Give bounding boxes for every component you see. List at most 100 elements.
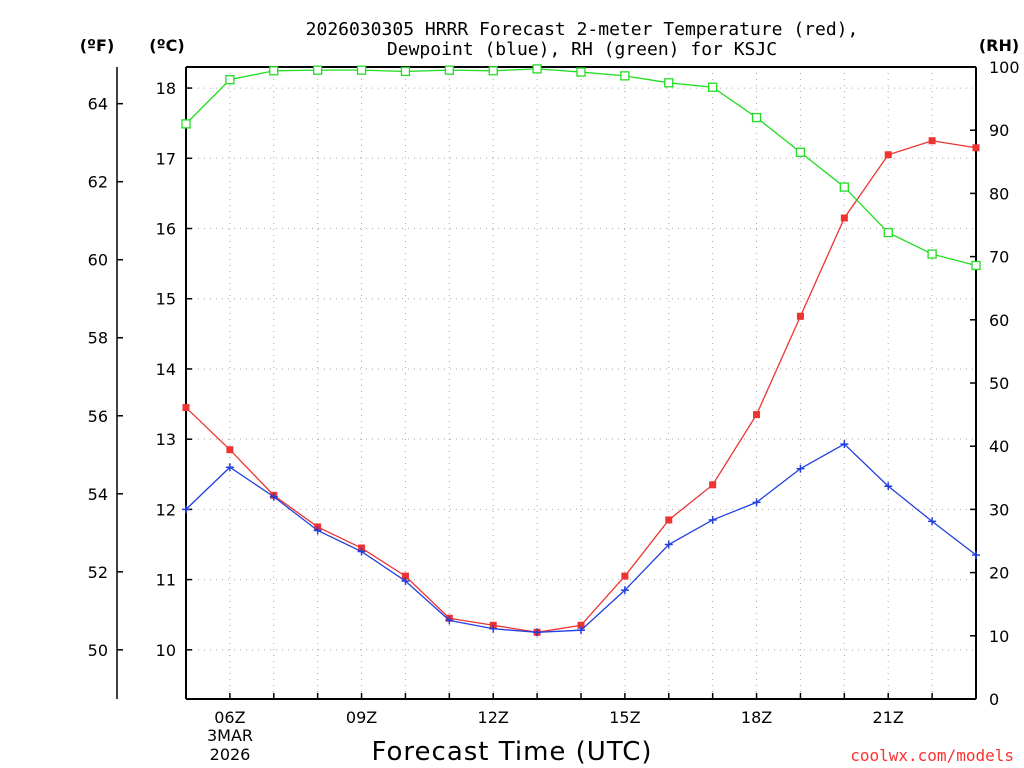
dewpoint-point (752, 498, 761, 507)
rh-tick-label: 90 (989, 121, 1009, 140)
dewpoint-point (928, 517, 937, 526)
temperature-point (753, 411, 761, 419)
c-tick-label: 12 (156, 500, 176, 519)
dewpoint-point (533, 628, 542, 637)
rh-point (708, 82, 718, 92)
rh-tick-label: 60 (989, 311, 1009, 330)
dewpoint-point (577, 626, 585, 635)
rh-point (356, 65, 367, 75)
dewpoint-point (401, 577, 410, 586)
rh-point (751, 112, 762, 123)
temperature-point (972, 144, 980, 152)
x-tick-label: 15Z (609, 708, 640, 727)
f-tick-label: 62 (88, 173, 108, 192)
temperature-point (884, 151, 892, 159)
dewpoint-point (972, 551, 980, 560)
dewpoint-point (357, 547, 366, 556)
temperature-point (401, 572, 409, 580)
rh-tick-label: 80 (989, 184, 1009, 203)
f-tick-label: 56 (88, 407, 108, 426)
dewpoint-point (796, 464, 805, 473)
dewpoint-point (182, 505, 190, 514)
dewpoint-point (445, 616, 454, 625)
rh-tick-label: 30 (989, 500, 1009, 519)
rh-point (576, 67, 586, 77)
f-tick-label: 58 (88, 329, 108, 348)
x-tick-label: 06Z (214, 708, 245, 727)
x-tick-label: 18Z (741, 708, 772, 727)
rh-point (971, 260, 981, 271)
f-tick-label: 64 (88, 95, 108, 114)
grid (186, 67, 976, 699)
rh-tick-label: 50 (989, 374, 1009, 393)
rh-point (269, 66, 279, 76)
x-axis-label: Forecast Time (UTC) (371, 737, 652, 767)
dewpoint-point (708, 515, 717, 524)
dewpoint-point (225, 463, 234, 472)
rh-point (444, 65, 454, 75)
series-dewpoint (182, 440, 980, 637)
rh-point (400, 66, 411, 77)
unit-fahrenheit: (ºF) (80, 36, 115, 55)
x-tick-label: 12Z (478, 708, 509, 727)
rh-point (664, 78, 674, 88)
rh-tick-label: 0 (989, 690, 999, 709)
series-temperature (182, 137, 980, 636)
rh-point (927, 249, 937, 259)
c-tick-label: 18 (156, 79, 176, 98)
f-tick-label: 52 (88, 563, 108, 582)
dewpoint-point (840, 440, 849, 449)
date-label-line1: 3MAR (207, 726, 253, 745)
temperature-point (796, 312, 804, 320)
temperature-point (928, 137, 936, 145)
tick-labels: 06Z 09Z 12Z 15Z 18Z 21Z 10 11 12 13 14 15 16 17 18 50 52… (88, 58, 1020, 727)
temperature-point (577, 621, 585, 629)
series-layer (181, 64, 981, 637)
c-tick-label: 16 (156, 220, 176, 239)
rh-point (839, 182, 849, 192)
date-label-line2: 2026 (210, 745, 251, 764)
f-tick-label: 54 (88, 485, 108, 504)
rh-point (620, 71, 630, 81)
x-tick-label: 09Z (346, 708, 377, 727)
rh-point (225, 74, 235, 85)
unit-rh: (RH) (979, 36, 1019, 55)
temperature-point (709, 481, 717, 489)
chart-title-line2: Dewpoint (blue), RH (green) for KSJC (387, 39, 777, 60)
temperature-point (226, 446, 234, 454)
temperature-point (621, 572, 629, 580)
rh-point (883, 227, 893, 238)
c-tick-label: 14 (156, 360, 176, 379)
unit-celsius: (ºC) (149, 36, 184, 55)
credit-text: coolwx.com/models (850, 746, 1014, 765)
series-rh (181, 64, 981, 271)
c-tick-label: 17 (156, 149, 176, 168)
series-line-dewpoint (185, 443, 977, 633)
dewpoint-point (664, 540, 673, 549)
c-tick-label: 11 (156, 571, 176, 590)
dewpoint-point (489, 624, 498, 633)
rh-tick-label: 40 (989, 437, 1009, 456)
rh-tick-label: 20 (989, 564, 1009, 583)
rh-tick-label: 10 (989, 627, 1009, 646)
series-line-temperature (185, 140, 977, 633)
f-tick-label: 50 (88, 641, 108, 660)
dewpoint-point (313, 526, 322, 535)
rh-point (488, 66, 498, 76)
rh-point (181, 119, 191, 129)
axes (116, 66, 977, 700)
rh-point (313, 65, 323, 75)
c-tick-label: 13 (156, 430, 176, 449)
c-tick-label: 10 (156, 641, 176, 660)
c-tick-label: 15 (156, 290, 176, 309)
dewpoint-point (884, 482, 893, 491)
rh-tick-label: 70 (989, 248, 1009, 267)
rh-point (795, 147, 806, 157)
dewpoint-point (269, 492, 278, 501)
chart-title-line1: 2026030305 HRRR Forecast 2-meter Tempera… (306, 19, 859, 40)
x-tick-label: 21Z (873, 708, 904, 727)
f-tick-label: 60 (88, 251, 108, 270)
rh-point (532, 64, 542, 74)
rh-tick-label: 100 (989, 58, 1020, 77)
